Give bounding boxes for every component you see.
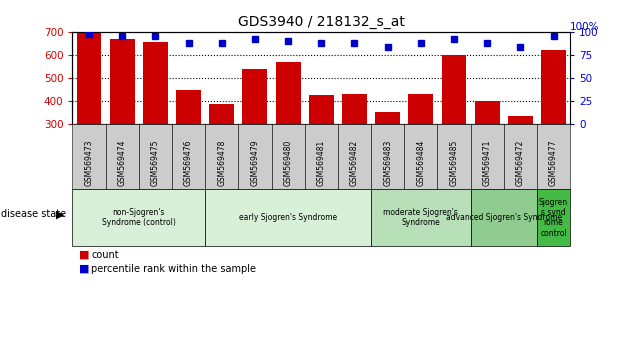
Bar	[342, 94, 367, 124]
Bar	[77, 33, 101, 124]
Text: early Sjogren's Syndrome: early Sjogren's Syndrome	[239, 213, 337, 222]
Bar	[541, 50, 566, 124]
Bar	[276, 62, 301, 124]
Text: GSM569479: GSM569479	[251, 139, 260, 186]
Text: Sjogren
s synd
rome
control: Sjogren s synd rome control	[539, 198, 568, 238]
Text: GSM569475: GSM569475	[151, 139, 160, 186]
Bar	[475, 101, 500, 124]
Text: ■: ■	[79, 250, 89, 260]
Text: advanced Sjogren's Syndrome: advanced Sjogren's Syndrome	[446, 213, 562, 222]
Bar	[243, 69, 267, 124]
Text: count: count	[91, 250, 119, 260]
Bar	[309, 95, 334, 124]
Text: moderate Sjogren's
Syndrome: moderate Sjogren's Syndrome	[384, 208, 458, 227]
Title: GDS3940 / 218132_s_at: GDS3940 / 218132_s_at	[238, 16, 404, 29]
Bar	[442, 55, 466, 124]
Text: GSM569474: GSM569474	[118, 139, 127, 186]
Bar	[508, 116, 533, 124]
Bar	[176, 90, 201, 124]
Text: disease state: disease state	[1, 209, 66, 219]
Text: GSM569481: GSM569481	[317, 139, 326, 186]
Text: GSM569482: GSM569482	[350, 139, 359, 186]
Text: GSM569477: GSM569477	[549, 139, 558, 186]
Bar	[209, 104, 234, 124]
Text: GSM569473: GSM569473	[84, 139, 93, 186]
Text: GSM569485: GSM569485	[450, 139, 459, 186]
Text: percentile rank within the sample: percentile rank within the sample	[91, 264, 256, 274]
Text: GSM569471: GSM569471	[483, 139, 491, 186]
Bar	[375, 112, 400, 124]
Text: GSM569472: GSM569472	[516, 139, 525, 186]
Bar	[110, 39, 135, 124]
Text: GSM569480: GSM569480	[284, 139, 292, 186]
Text: non-Sjogren's
Syndrome (control): non-Sjogren's Syndrome (control)	[102, 208, 176, 227]
Bar	[408, 94, 433, 124]
Text: 100%: 100%	[570, 22, 600, 32]
Bar	[143, 42, 168, 124]
Text: GSM569478: GSM569478	[217, 139, 226, 186]
Text: GSM569476: GSM569476	[184, 139, 193, 186]
Text: GSM569483: GSM569483	[383, 139, 392, 186]
Text: GSM569484: GSM569484	[416, 139, 425, 186]
Text: ▶: ▶	[55, 209, 64, 219]
Text: ■: ■	[79, 264, 89, 274]
